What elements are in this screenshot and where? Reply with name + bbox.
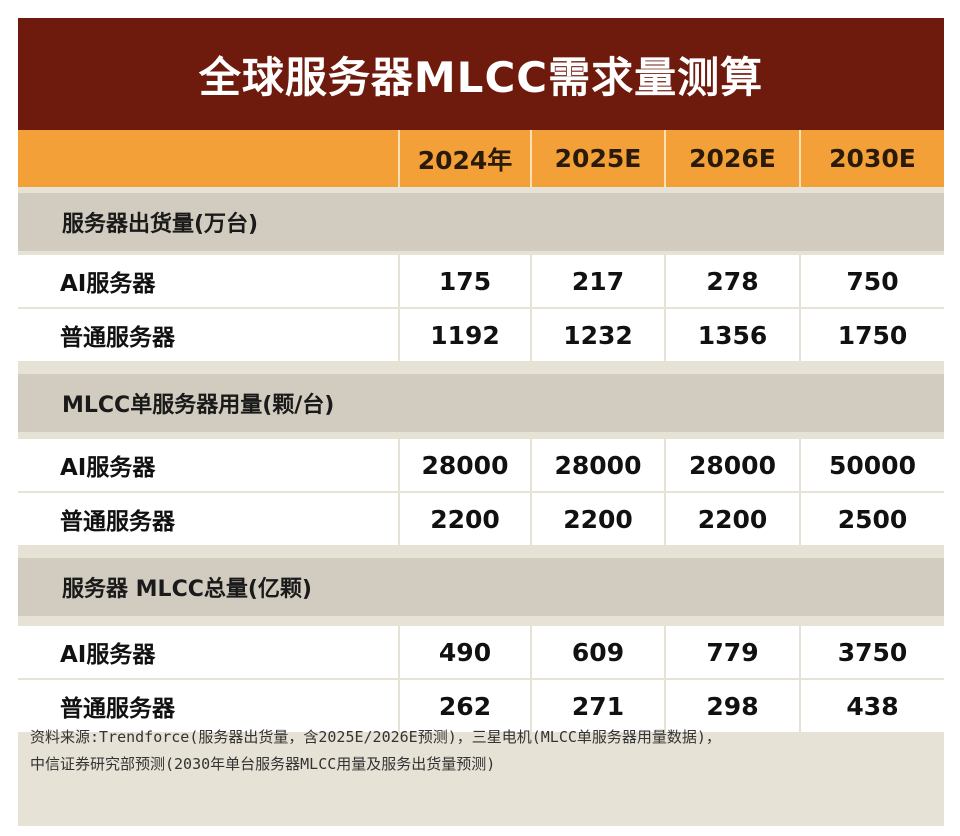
table-cell: 1232 [532,309,664,361]
row-label: AI服务器 [18,626,398,678]
row-label: AI服务器 [18,255,398,307]
table-row: 普通服务器 2200 2200 2200 2500 [18,493,944,546]
table-cell: 2200 [532,493,664,545]
row-label: 普通服务器 [18,309,398,361]
table-frame: 全球服务器MLCC需求量测算 2024年 2025E 2026E 2030E 服… [18,18,944,826]
table-cell: 175 [400,255,530,307]
table-cell: 2200 [666,493,799,545]
table-cell: 28000 [666,439,799,491]
section-title: 服务器 MLCC总量(亿颗) [62,577,312,602]
table-cell: 50000 [801,439,944,491]
column-header-2030e: 2030E [829,144,916,173]
row-label: 普通服务器 [18,493,398,545]
table-cell: 278 [666,255,799,307]
table-cell: 1192 [400,309,530,361]
header-row: 2024年 2025E 2026E 2030E [18,130,944,187]
section-title: 服务器出货量(万台) [62,212,259,237]
table-row: 普通服务器 1192 1232 1356 1750 [18,309,944,362]
table-row: AI服务器 28000 28000 28000 50000 [18,439,944,492]
table-cell: 609 [532,626,664,678]
table-row: AI服务器 490 609 779 3750 [18,626,944,679]
table-cell: 1750 [801,309,944,361]
table-cell: 438 [801,680,944,732]
column-header-2026e: 2026E [689,144,776,173]
table-cell: 2500 [801,493,944,545]
table-cell: 298 [666,680,799,732]
table-cell: 271 [532,680,664,732]
row-label: 普通服务器 [18,680,398,732]
section-header-usage: MLCC单服务器用量(颗/台) [18,374,944,432]
row-label: AI服务器 [18,439,398,491]
table-cell: 750 [801,255,944,307]
table-title: 全球服务器MLCC需求量测算 [18,18,944,130]
table-cell: 262 [400,680,530,732]
table-cell: 217 [532,255,664,307]
column-header-2025e: 2025E [554,144,642,173]
section-header-shipments: 服务器出货量(万台) [18,193,944,251]
table-row: AI服务器 175 217 278 750 [18,255,944,308]
table-cell: 2200 [400,493,530,545]
source-line: 资料来源:Trendforce(服务器出货量，含2025E/2026E预测)，三… [30,728,721,746]
source-note: 资料来源:Trendforce(服务器出货量，含2025E/2026E预测)，三… [30,724,910,778]
table-cell: 1356 [666,309,799,361]
table-cell: 3750 [801,626,944,678]
table-cell: 490 [400,626,530,678]
table-cell: 779 [666,626,799,678]
table-row: 普通服务器 262 271 298 438 [18,680,944,733]
section-title: MLCC单服务器用量(颗/台) [62,393,335,418]
section-header-total: 服务器 MLCC总量(亿颗) [18,558,944,616]
table-cell: 28000 [400,439,530,491]
source-line: 中信证券研究部预测(2030年单台服务器MLCC用量及服务出货量预测) [30,755,496,773]
column-header-2024: 2024年 [417,145,513,175]
table-cell: 28000 [532,439,664,491]
